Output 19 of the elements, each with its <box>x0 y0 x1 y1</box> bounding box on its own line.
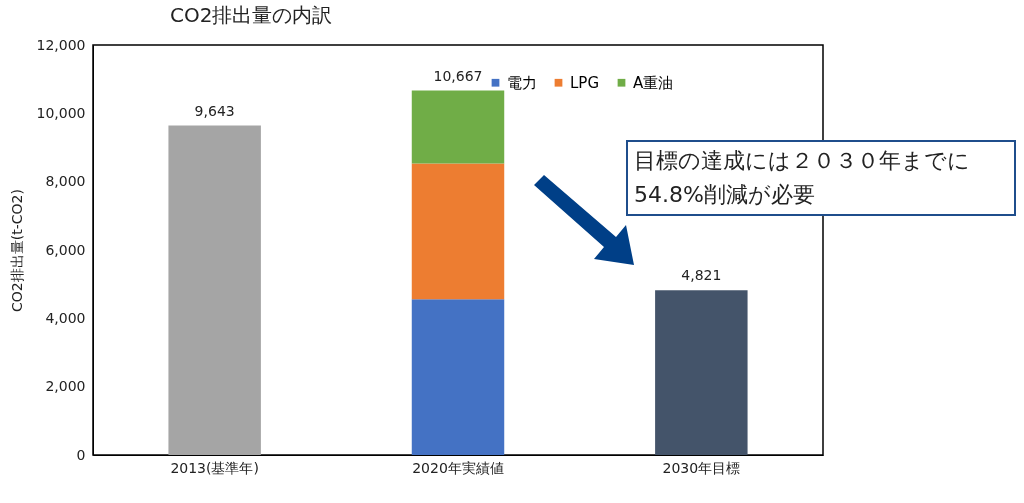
x-tick-label: 2020年実績値 <box>412 459 504 476</box>
x-tick-label: 2030年目標 <box>662 459 741 476</box>
y-tick-label: 4,000 <box>45 309 86 326</box>
y-tick-label: 8,000 <box>45 173 86 190</box>
x-tick-label: 2013(基準年) <box>170 459 259 476</box>
legend-label: LPG <box>570 73 600 92</box>
legend-label: 電力 <box>507 73 537 92</box>
y-tick-label: 2,000 <box>45 378 86 395</box>
legend-label: A重油 <box>633 73 674 92</box>
total-label: 10,667 <box>433 67 483 84</box>
y-tick-label: 12,000 <box>36 36 86 53</box>
total-label: 9,643 <box>194 102 235 119</box>
y-tick-label: 0 <box>76 446 86 463</box>
annotation: 目標の達成には２０３０年までに 54.8%削減が必要 <box>626 140 1016 216</box>
y-tick-label: 10,000 <box>36 104 86 121</box>
total-label: 4,821 <box>681 267 722 284</box>
chart-title: CO2排出量の内訳 <box>170 3 333 27</box>
y-tick-label: 6,000 <box>45 241 86 258</box>
y-axis-title: CO2排出量(t-CO2) <box>8 189 25 312</box>
